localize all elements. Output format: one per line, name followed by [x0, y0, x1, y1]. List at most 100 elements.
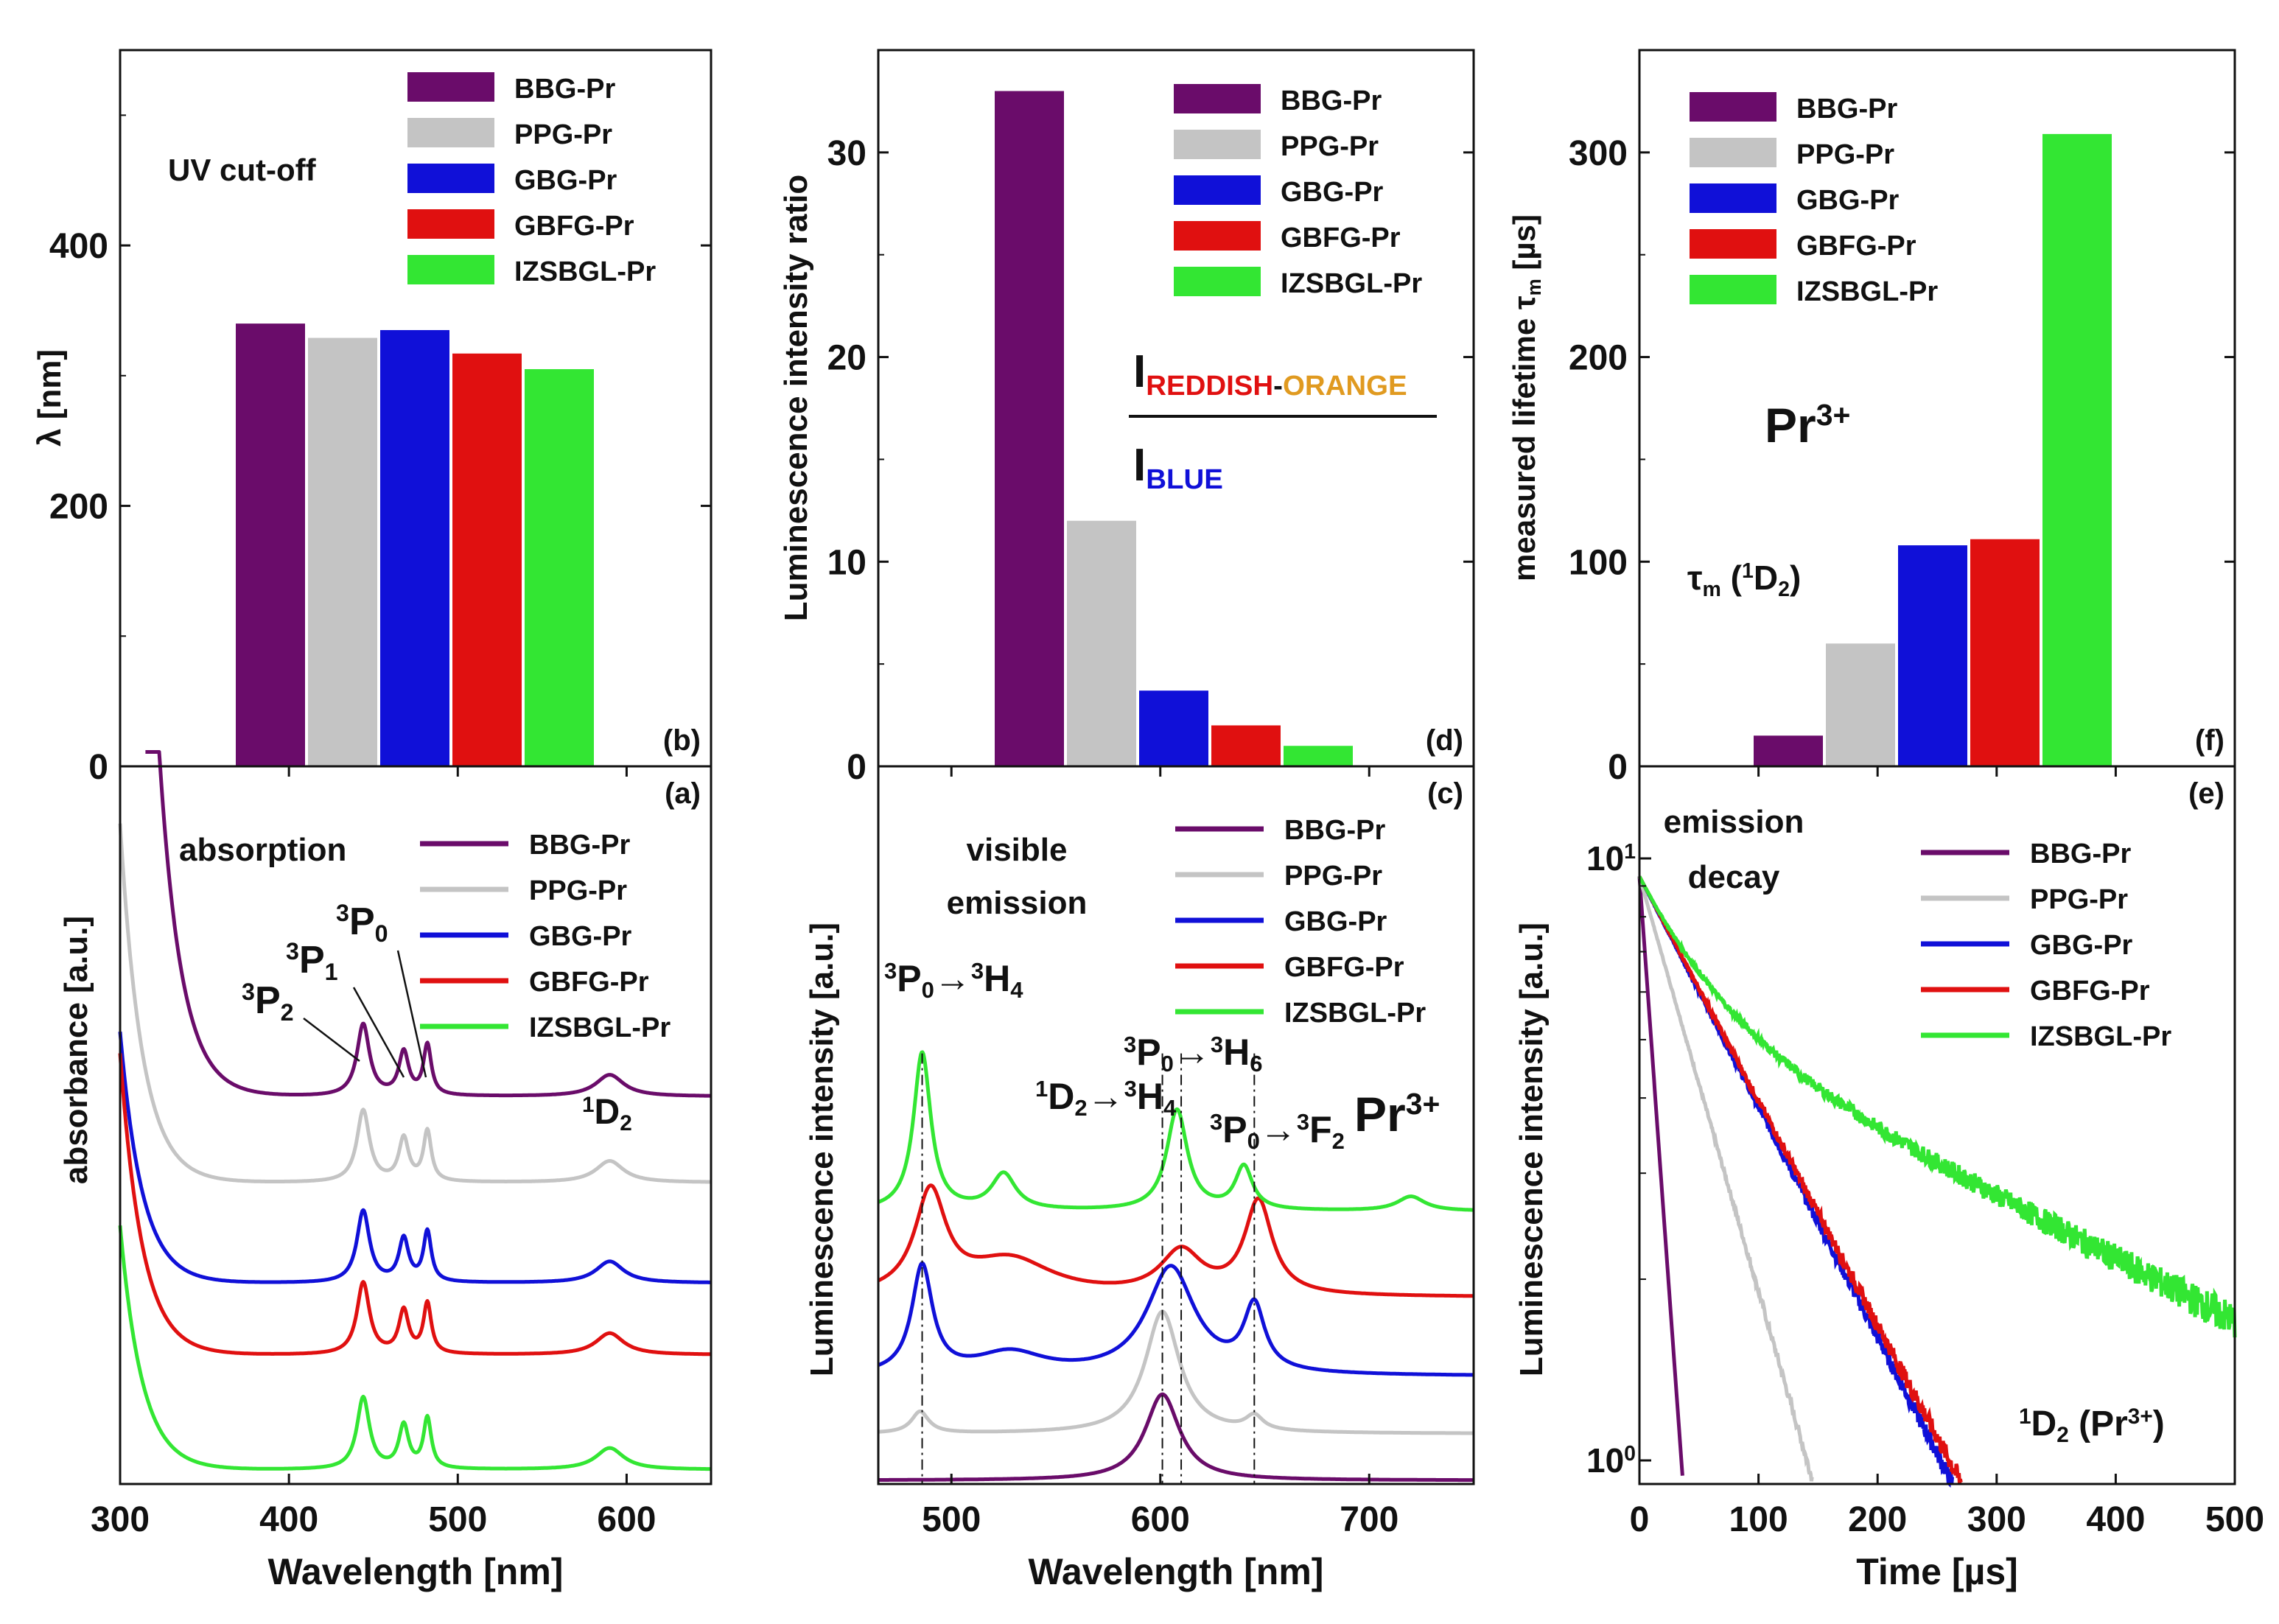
annotation-pr3plus-c: Pr3+: [1354, 1087, 1440, 1141]
legend-label-b: GBG-Pr: [514, 165, 617, 196]
legend-swatch-b: [407, 255, 494, 284]
ytick-label-b: 400: [49, 227, 108, 266]
peak-label-1d2: 1D2: [582, 1093, 632, 1136]
bar-b-GBG-Pr: [380, 329, 449, 766]
legend-swatch-f: [1690, 275, 1776, 304]
bar-d-GBFG-Pr: [1211, 725, 1281, 766]
ytick-label-e: 100: [1586, 1441, 1636, 1480]
legend-swatch-f: [1690, 92, 1776, 122]
legend-label-d: IZSBGL-Pr: [1281, 268, 1422, 299]
legend-label-e: BBG-Pr: [2030, 839, 2131, 869]
bar-d-GBG-Pr: [1139, 690, 1208, 766]
xlabel-e: Time [µs]: [1856, 1551, 2018, 1592]
transition-3p0-3h6: 3P0→3H6: [1124, 1032, 1262, 1077]
annotation-emission-e: emission: [1664, 804, 1804, 840]
legend-swatch-b: [407, 72, 494, 102]
legend-label-b: IZSBGL-Pr: [514, 256, 656, 287]
transition-1d2-3h4: 1D2→3H4: [1035, 1076, 1177, 1121]
legend-label-e: IZSBGL-Pr: [2030, 1021, 2171, 1052]
transition-3p0-3f2: 3P0→3F2: [1210, 1109, 1345, 1154]
annotation-tau-d2: τm (1D2): [1687, 559, 1801, 601]
line-c-IZSBGL-Pr: [877, 1050, 1475, 1212]
legend-swatch-f: [1690, 138, 1776, 167]
bar-d-PPG-Pr: [1067, 520, 1136, 766]
ratio-numerator: IREDDISH-ORANGE: [1133, 346, 1407, 402]
line-e-BBG-Pr: [1637, 876, 1684, 1476]
xtick-label-e: 300: [1967, 1500, 2026, 1539]
legend-label-a: IZSBGL-Pr: [529, 1012, 671, 1043]
line-a-PPG-Pr: [118, 823, 713, 1184]
legend-swatch-b: [407, 118, 494, 147]
panel-label-c: (c): [1427, 777, 1463, 810]
ytick-label-f: 0: [1608, 748, 1628, 787]
line-a-IZSBGL-Pr: [118, 1225, 713, 1471]
bar-f-BBG-Pr: [1754, 735, 1823, 766]
arrow-3p0: [396, 950, 427, 1078]
transition-3p0-3h4: 3P0→3H4: [884, 958, 1023, 1003]
annotation-d2-pr3plus: 1D2 (Pr3+): [2019, 1404, 2165, 1448]
annotation-visible: visible: [967, 832, 1068, 868]
legend-swatch-f: [1690, 229, 1776, 259]
ytick-label-d: 20: [827, 339, 867, 378]
legend-swatch-d: [1174, 175, 1261, 205]
ytick-label-b: 0: [88, 748, 108, 787]
bar-b-PPG-Pr: [308, 337, 377, 766]
panel-label-d: (d): [1426, 724, 1463, 757]
ytick-label-e: 101: [1586, 839, 1636, 878]
ytick-label-b: 200: [49, 488, 108, 527]
legend-swatch-d: [1174, 84, 1261, 113]
line-c-GBG-Pr: [877, 1261, 1475, 1377]
ytick-label-d: 10: [827, 543, 867, 582]
line-e-GBFG-Pr: [1637, 875, 1963, 1484]
bar-f-GBFG-Pr: [1970, 539, 2040, 766]
panel-label-f: (f): [2195, 724, 2224, 757]
legend-label-f: PPG-Pr: [1796, 139, 1894, 170]
bar-b-GBFG-Pr: [452, 353, 522, 766]
ylabel-a: absorbance [a.u.]: [58, 916, 94, 1184]
annotation-pr3plus-f: Pr3+: [1765, 398, 1850, 452]
legend-label-d: GBFG-Pr: [1281, 223, 1401, 253]
panel-a-frame: [119, 765, 713, 1485]
legend-label-f: GBFG-Pr: [1796, 231, 1916, 262]
legend-swatch-d: [1174, 267, 1261, 296]
legend-label-c: IZSBGL-Pr: [1284, 998, 1426, 1029]
bar-f-PPG-Pr: [1826, 643, 1895, 766]
legend-label-c: GBG-Pr: [1284, 906, 1387, 937]
bar-f-IZSBGL-Pr: [2042, 133, 2112, 766]
line-e-PPG-Pr: [1637, 875, 1814, 1482]
arrow-3p2: [303, 1018, 360, 1062]
xtick-label-a: 500: [428, 1500, 487, 1539]
xlabel-c: Wavelength [nm]: [1029, 1551, 1324, 1592]
legend-label-d: PPG-Pr: [1281, 131, 1379, 162]
xlabel-a: Wavelength [nm]: [268, 1551, 564, 1592]
legend-label-c: PPG-Pr: [1284, 861, 1382, 892]
ylabel-b: λ [nm]: [32, 349, 68, 447]
bar-d-IZSBGL-Pr: [1284, 746, 1353, 766]
legend-label-d: GBG-Pr: [1281, 177, 1384, 208]
panel-label-a: (a): [665, 777, 701, 810]
legend-label-a: GBFG-Pr: [529, 967, 649, 998]
ytick-label-f: 100: [1569, 543, 1628, 582]
legend-label-b: PPG-Pr: [514, 119, 612, 150]
xtick-label-e: 0: [1630, 1500, 1650, 1539]
legend-swatch-b: [407, 164, 494, 193]
legend-swatch-d: [1174, 130, 1261, 159]
peak-label-3p2: 3P2: [242, 979, 294, 1025]
annotation-absorption: absorption: [179, 832, 346, 868]
line-c-PPG-Pr: [877, 1309, 1475, 1435]
legend-label-a: GBG-Pr: [529, 921, 632, 952]
legend-swatch-d: [1174, 221, 1261, 251]
xtick-label-a: 600: [597, 1500, 656, 1539]
line-c-BBG-Pr: [877, 1392, 1475, 1483]
ylabel-f: measured lifetime τm [µs]: [1507, 214, 1545, 581]
legend-label-f: IZSBGL-Pr: [1796, 276, 1938, 307]
legend-label-f: BBG-Pr: [1796, 94, 1897, 125]
line-a-BBG-Pr: [144, 750, 713, 1098]
xtick-label-e: 400: [2086, 1500, 2145, 1539]
xtick-label-a: 300: [91, 1500, 150, 1539]
ylabel-e: Luminescence intensity [a.u.]: [1513, 923, 1550, 1376]
bar-b-IZSBGL-Pr: [525, 368, 594, 766]
ytick-label-f: 200: [1569, 339, 1628, 378]
ytick-label-d: 0: [847, 748, 867, 787]
